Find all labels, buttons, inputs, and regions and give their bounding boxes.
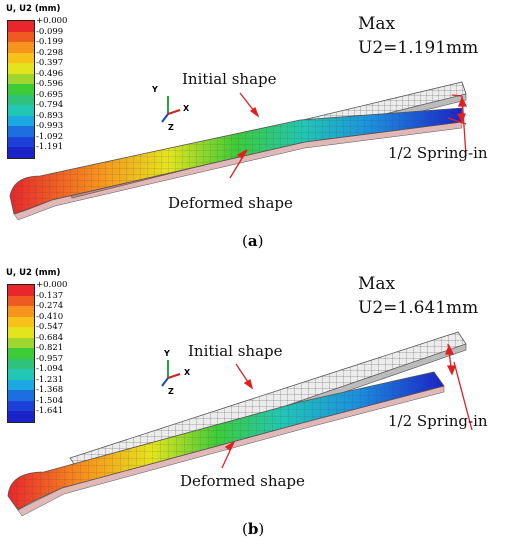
legend-swatch: [8, 42, 34, 53]
legend-swatch: [8, 52, 34, 63]
spring-in-label: 1/2 Spring-in: [388, 144, 488, 162]
legend-swatch: [8, 147, 34, 158]
annotation-arrows-b: [221, 343, 473, 469]
legend-value: -0.298: [36, 47, 64, 58]
legend-swatch: [8, 73, 34, 84]
legend-value: -0.596: [36, 79, 64, 89]
fea-model-b: Y X Z: [7, 331, 473, 517]
legend-values: +0.000 -0.099 -0.199 -0.298 -0.397 -0.496 -0.5…: [36, 16, 67, 153]
legend-value: -1.504: [36, 395, 64, 406]
fea-model-a: Y X Z: [9, 81, 468, 221]
panel-a: U, U2 (mm) +0.000 -0.099 -0.199 -0.298 -0.39…: [0, 0, 515, 262]
legend-value: -1.368: [36, 385, 64, 395]
legend-swatch: [8, 94, 34, 105]
initial-shape-label: Initial shape: [188, 342, 283, 360]
spring-in-label: 1/2 Spring-in: [388, 412, 488, 430]
legend-swatch: [8, 379, 34, 390]
max-label: Max: [358, 14, 396, 34]
axis-z-label: Z: [168, 123, 174, 132]
legend-swatch: [8, 358, 34, 369]
caption-b: (b): [242, 520, 265, 538]
legend-value: -0.684: [36, 332, 64, 343]
legend-swatch: [8, 369, 34, 380]
legend-value: -0.199: [36, 37, 64, 47]
initial-shape-label: Initial shape: [182, 70, 277, 88]
legend-value: -0.957: [36, 353, 64, 364]
legend-value: -0.547: [36, 322, 64, 332]
legend-swatch: [8, 390, 34, 401]
legend-value: -0.695: [36, 89, 64, 100]
legend-swatch: [8, 126, 34, 137]
axis-triad-b: Y X Z: [161, 349, 191, 396]
max-value: U2=1.641mm: [358, 298, 479, 318]
legend-value: -0.794: [36, 100, 64, 110]
legend-swatch: [8, 306, 34, 317]
legend-value: -0.137: [36, 290, 64, 301]
legend-value: -1.231: [36, 374, 64, 385]
legend-title: U, U2 (mm): [6, 268, 61, 278]
axis-z-label: Z: [168, 387, 174, 396]
annotation-arrows-a: [229, 92, 468, 179]
max-label: Max: [358, 274, 396, 294]
legend-value: -0.821: [36, 343, 64, 353]
legend-value: -0.099: [36, 26, 64, 37]
legend-value: -0.993: [36, 121, 64, 131]
legend-title: U, U2 (mm): [6, 4, 61, 14]
max-value: U2=1.191mm: [358, 38, 479, 58]
legend-swatch: [8, 348, 34, 359]
color-legend-bar: [7, 284, 35, 423]
axis-x-label: X: [184, 368, 191, 377]
axis-y-label: Y: [163, 349, 170, 358]
legend-swatch: [8, 400, 34, 411]
legend-value: +0.000: [36, 16, 68, 26]
caption-a: (a): [242, 232, 264, 250]
legend-swatch: [8, 316, 34, 327]
legend-value: -0.410: [36, 311, 64, 322]
legend-swatch: [8, 136, 34, 147]
legend-value: -1.094: [36, 364, 64, 374]
deformed-shape-b: [7, 371, 445, 517]
panel-b: U, U2 (mm) +0.000 -0.137 -0.274 -0.410 -0.54…: [0, 262, 515, 550]
legend-swatch: [8, 84, 34, 95]
axis-y-label: Y: [151, 85, 158, 94]
legend-value: -0.496: [36, 68, 64, 79]
legend-swatch: [8, 337, 34, 348]
legend-swatch: [8, 31, 34, 42]
legend-swatch: [8, 115, 34, 126]
legend-swatch: [8, 327, 34, 338]
legend-swatch: [8, 295, 34, 306]
legend-value: +0.000: [36, 280, 68, 290]
legend-value: -0.397: [36, 58, 64, 68]
axis-x-label: X: [183, 104, 190, 113]
deformed-shape-label: Deformed shape: [180, 472, 305, 490]
legend-value: -0.893: [36, 110, 64, 121]
legend-swatch: [8, 21, 34, 32]
legend-values: +0.000 -0.137 -0.274 -0.410 -0.547 -0.684 -0.8…: [36, 280, 67, 417]
legend-swatch: [8, 63, 34, 74]
legend-value: -1.641: [36, 406, 64, 416]
legend-value: -0.274: [36, 301, 64, 311]
legend-swatch: [8, 105, 34, 116]
legend-value: -1.191: [36, 142, 64, 152]
deformed-shape-label: Deformed shape: [168, 194, 293, 212]
legend-swatch: [8, 285, 34, 296]
legend-value: -1.092: [36, 131, 64, 142]
color-legend-bar: [7, 20, 35, 159]
legend-swatch: [8, 411, 34, 422]
axis-triad-a: Y X Z: [151, 85, 190, 132]
